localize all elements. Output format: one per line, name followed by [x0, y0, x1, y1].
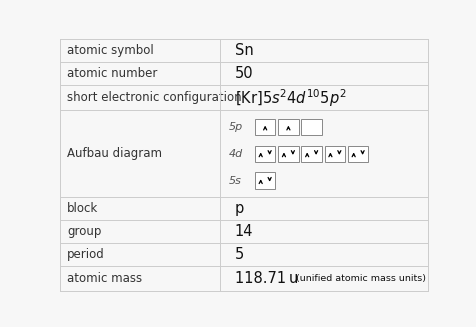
Text: group: group: [67, 225, 101, 238]
Text: Aufbau diagram: Aufbau diagram: [67, 147, 162, 160]
Text: $\mathregular{[Kr]5}s^{2}\mathregular{4}d^{10}\mathregular{5}p^{2}$: $\mathregular{[Kr]5}s^{2}\mathregular{4}…: [235, 87, 347, 109]
Text: 5: 5: [235, 247, 244, 262]
Text: period: period: [67, 248, 105, 261]
Bar: [60, 39, 428, 62]
Bar: [325, 146, 345, 162]
Text: atomic number: atomic number: [67, 67, 157, 80]
Bar: [278, 146, 298, 162]
Bar: [60, 111, 428, 197]
Bar: [301, 119, 322, 135]
Bar: [255, 119, 275, 135]
Bar: [348, 146, 368, 162]
Text: block: block: [67, 202, 98, 215]
Text: 5p: 5p: [229, 122, 243, 132]
Text: short electronic configuration: short electronic configuration: [67, 91, 241, 104]
Bar: [60, 243, 428, 266]
Bar: [60, 197, 428, 220]
Bar: [255, 172, 275, 189]
Text: 50: 50: [235, 66, 253, 81]
Text: 4d: 4d: [229, 149, 243, 159]
Bar: [60, 220, 428, 243]
Bar: [301, 146, 322, 162]
Text: (unified atomic mass units): (unified atomic mass units): [296, 274, 426, 283]
Bar: [60, 62, 428, 85]
Bar: [278, 119, 298, 135]
Text: 5s: 5s: [229, 176, 242, 185]
Bar: [60, 266, 428, 291]
Bar: [60, 85, 428, 111]
Text: Sn: Sn: [235, 43, 254, 58]
Text: p: p: [235, 201, 244, 216]
Bar: [255, 146, 275, 162]
Text: atomic mass: atomic mass: [67, 272, 142, 285]
Text: 118.71 u: 118.71 u: [235, 271, 298, 286]
Text: atomic symbol: atomic symbol: [67, 44, 154, 57]
Text: 14: 14: [235, 224, 253, 239]
